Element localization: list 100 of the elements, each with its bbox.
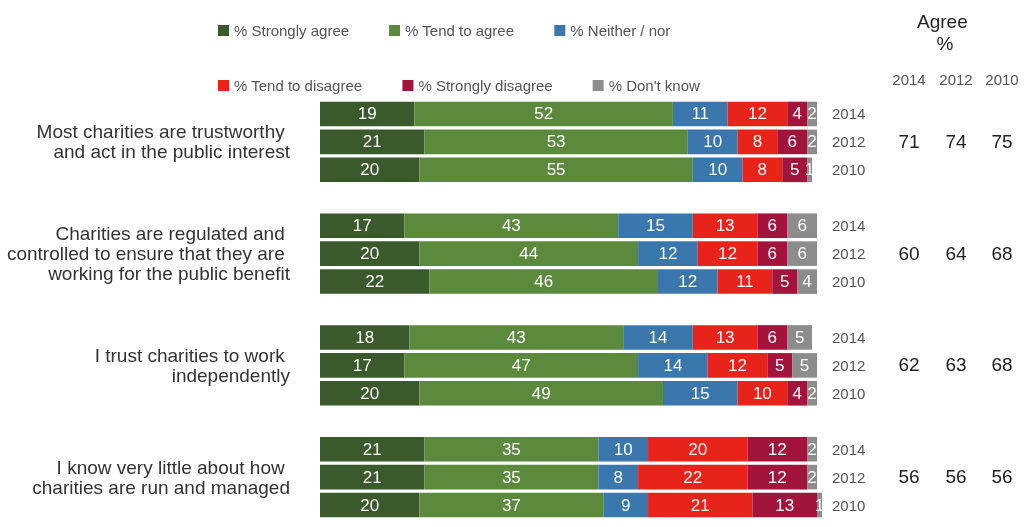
data-label: 10	[708, 160, 728, 180]
data-label: 12	[767, 467, 787, 487]
bar	[787, 325, 813, 350]
data-label: 4	[802, 272, 812, 292]
bar	[320, 157, 420, 183]
bar	[623, 325, 693, 350]
data-label: 15	[690, 383, 710, 403]
legend-label: % Tend to agree	[405, 22, 515, 39]
y-tick-label: 2010	[832, 496, 866, 514]
bar	[757, 241, 788, 266]
data-label: 5	[794, 327, 805, 347]
text: 62	[898, 354, 920, 376]
data-label: 12	[728, 355, 747, 375]
bar	[797, 269, 818, 294]
bar	[692, 213, 758, 238]
data-label: 55	[546, 160, 566, 180]
text: 68	[991, 354, 1013, 376]
data-label: 10	[703, 132, 723, 152]
bar	[419, 492, 604, 518]
bar	[638, 464, 748, 490]
bar	[320, 101, 415, 127]
bar	[424, 436, 599, 462]
bar	[618, 213, 693, 238]
y-tick-label: 2010	[832, 384, 866, 402]
data-label: 46	[534, 272, 554, 292]
data-label: 6	[797, 244, 807, 264]
data-label: 6	[767, 244, 778, 264]
bar	[429, 269, 658, 294]
data-label: 2	[807, 104, 817, 124]
bar	[648, 436, 748, 462]
bar	[752, 492, 818, 518]
text: 2012	[939, 71, 973, 88]
legend-label: % Don't know	[608, 77, 701, 94]
bar	[767, 353, 793, 378]
data-label: 2	[807, 467, 817, 487]
bar	[787, 213, 818, 238]
text: 56	[898, 466, 920, 488]
y-tick-label: 2014	[832, 217, 866, 235]
data-label: 11	[736, 272, 754, 292]
data-label: 17	[352, 216, 372, 236]
y-tick-label: 2014	[832, 440, 866, 458]
bar	[747, 436, 808, 462]
text: 2014	[892, 71, 926, 88]
data-label: 52	[534, 104, 554, 124]
data-label: 15	[646, 216, 665, 236]
data-label: 12	[747, 104, 767, 124]
bar	[603, 492, 649, 518]
data-label: 20	[360, 160, 380, 180]
data-label: 14	[648, 327, 668, 347]
data-label: 21	[362, 439, 382, 459]
text: 56	[945, 466, 967, 488]
data-label: 17	[352, 355, 372, 375]
data-label: 35	[501, 467, 521, 487]
data-label: 2	[807, 132, 817, 152]
bar	[747, 464, 808, 490]
bar	[409, 325, 624, 350]
data-label: 8	[613, 467, 623, 487]
data-label: 20	[360, 244, 380, 264]
data-label: 13	[775, 495, 795, 515]
bar	[404, 213, 619, 238]
data-label: 37	[501, 495, 521, 515]
data-label: 43	[501, 216, 521, 236]
data-label: 9	[620, 495, 631, 515]
data-label: 6	[797, 216, 807, 236]
text: 75	[991, 130, 1013, 152]
text: 2010	[985, 71, 1019, 88]
bar	[424, 129, 688, 155]
data-label: 35	[501, 439, 521, 459]
legend-label: % Strongly agree	[234, 22, 350, 39]
bar	[757, 325, 788, 350]
bar	[320, 213, 405, 238]
bar	[419, 241, 639, 266]
data-label: 12	[658, 244, 678, 264]
bar	[697, 241, 758, 266]
bar	[792, 353, 818, 378]
bar	[320, 464, 425, 490]
data-label: 6	[767, 327, 778, 347]
text: 56	[991, 466, 1013, 488]
bar	[787, 241, 818, 266]
y-tick-label: 2014	[832, 328, 866, 346]
data-label: 5	[779, 272, 790, 292]
data-label: 47	[511, 355, 531, 375]
data-label: 53	[546, 132, 566, 152]
y-tick-label: 2012	[832, 356, 866, 374]
data-label: 13	[715, 216, 735, 236]
data-label: 22	[365, 272, 385, 292]
bar	[320, 492, 420, 518]
bar	[757, 213, 788, 238]
text: 68	[991, 242, 1013, 264]
legend-label: % Neither / nor	[570, 22, 671, 39]
data-label: 21	[690, 495, 710, 515]
text: 64	[945, 242, 967, 264]
bar	[320, 436, 425, 462]
data-label: 18	[355, 327, 375, 347]
bar	[320, 269, 430, 294]
bar	[320, 353, 405, 378]
data-label: 44	[519, 244, 539, 264]
bar	[672, 101, 728, 127]
data-label: 19	[357, 104, 377, 124]
bar	[404, 353, 639, 378]
